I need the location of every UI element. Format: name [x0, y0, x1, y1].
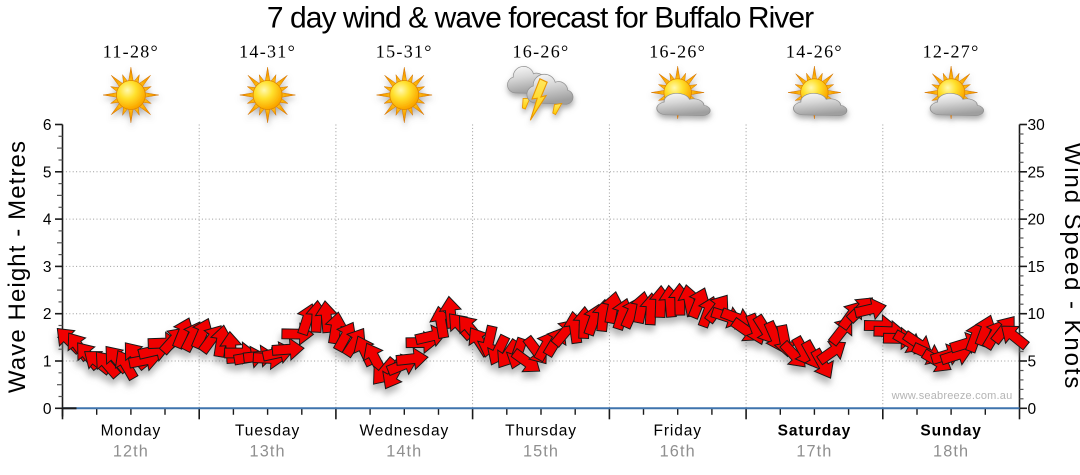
svg-text:14-31°: 14-31° [239, 42, 296, 62]
svg-text:1: 1 [43, 354, 52, 371]
svg-text:14-26°: 14-26° [786, 42, 843, 62]
svg-text:Wave Height - Metres: Wave Height - Metres [4, 140, 31, 393]
svg-text:16-26°: 16-26° [513, 42, 570, 62]
svg-text:5: 5 [43, 164, 52, 181]
svg-text:5: 5 [1028, 354, 1037, 371]
svg-text:15-31°: 15-31° [376, 42, 433, 62]
svg-text:25: 25 [1028, 164, 1045, 181]
svg-text:2: 2 [43, 306, 52, 323]
svg-text:18th: 18th [933, 443, 969, 461]
svg-text:12-27°: 12-27° [923, 42, 980, 62]
svg-text:20: 20 [1028, 212, 1046, 229]
svg-text:16-26°: 16-26° [649, 42, 706, 62]
svg-text:30: 30 [1028, 117, 1046, 134]
svg-text:15th: 15th [523, 443, 559, 461]
svg-text:10: 10 [1028, 306, 1046, 323]
svg-text:17th: 17th [796, 443, 832, 461]
svg-text:Thursday: Thursday [505, 423, 577, 440]
svg-text:6: 6 [43, 117, 52, 134]
svg-text:Friday: Friday [653, 423, 701, 440]
svg-text:12th: 12th [113, 443, 149, 461]
svg-text:Tuesday: Tuesday [235, 423, 300, 440]
svg-text:15: 15 [1028, 259, 1045, 276]
svg-text:Monday: Monday [101, 423, 162, 440]
svg-text:3: 3 [43, 259, 52, 276]
svg-text:11-28°: 11-28° [103, 42, 159, 62]
svg-text:Wednesday: Wednesday [359, 423, 449, 440]
svg-text:Saturday: Saturday [778, 423, 852, 440]
svg-text:www.seabreeze.com.au: www.seabreeze.com.au [891, 390, 1013, 402]
svg-text:16th: 16th [660, 443, 696, 461]
svg-text:4: 4 [43, 212, 52, 229]
svg-text:7 day wind & wave forecast for: 7 day wind & wave forecast for Buffalo R… [267, 2, 814, 35]
svg-text:0: 0 [43, 401, 52, 418]
svg-text:14th: 14th [386, 443, 422, 461]
svg-text:Wind Speed - Knots: Wind Speed - Knots [1059, 143, 1080, 391]
svg-text:Sunday: Sunday [920, 423, 981, 440]
svg-text:13th: 13th [250, 443, 286, 461]
svg-text:0: 0 [1028, 401, 1037, 418]
